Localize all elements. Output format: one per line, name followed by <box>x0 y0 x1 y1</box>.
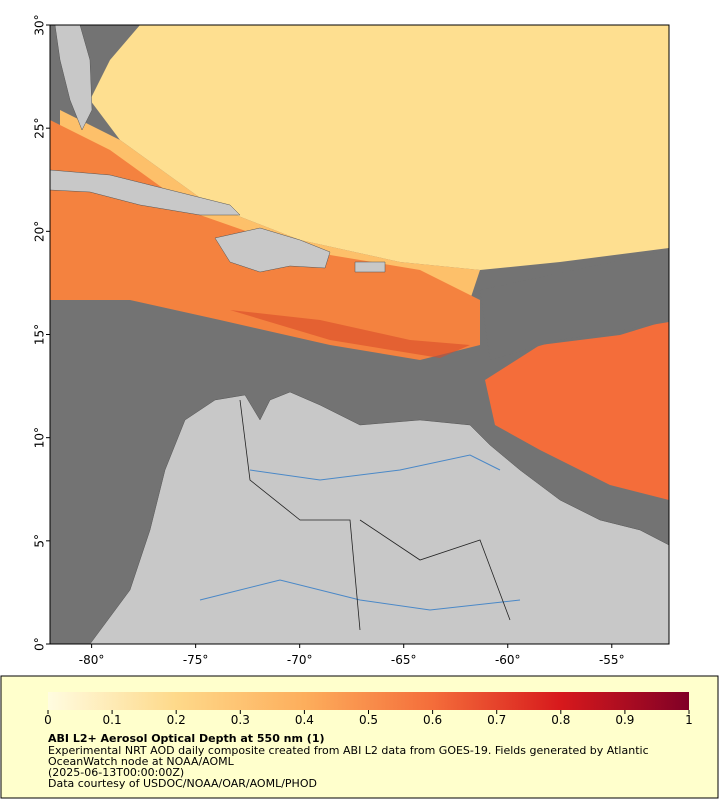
cloud-gap <box>480 250 669 360</box>
y-tick-label: 20° <box>33 221 47 242</box>
puerto-rico <box>354 261 386 273</box>
x-tick-label: -55° <box>599 653 625 667</box>
colorbar-tick-label: 0.9 <box>615 713 634 727</box>
river <box>199 579 521 611</box>
x-tick-label: -70° <box>287 653 313 667</box>
y-tick-label: 5° <box>33 534 47 548</box>
colorbar-tick-label: 0.5 <box>359 713 378 727</box>
colorbar-tick-label: 0.4 <box>295 713 314 727</box>
border <box>359 519 511 621</box>
aerosol-orange-east <box>485 320 669 500</box>
florida <box>54 24 93 131</box>
colorbar <box>48 692 689 710</box>
cuba <box>49 169 241 216</box>
colorbar-tick-label: 0.7 <box>487 713 506 727</box>
y-tick-label: 10° <box>33 427 47 448</box>
colorbar-tick-label: 0 <box>44 713 52 727</box>
caption-line: (2025-06-13T00:00:00Z) <box>48 766 184 779</box>
caption-line: Experimental NRT AOD daily composite cre… <box>48 744 649 757</box>
x-tick-label: -75° <box>183 653 209 667</box>
south-america <box>89 391 670 645</box>
colorbar-tick-label: 0.3 <box>231 713 250 727</box>
hispaniola <box>214 227 331 273</box>
x-tick-label: -65° <box>391 653 417 667</box>
y-tick-label: 30° <box>33 14 47 35</box>
colorbar-tick-label: 0.1 <box>103 713 122 727</box>
caption-line: OceanWatch node at NOAA/AOML <box>48 755 235 768</box>
caption-title: ABI L2+ Aerosol Optical Depth at 550 nm … <box>48 732 325 745</box>
y-tick-label: 0° <box>33 637 47 651</box>
aerosol-light <box>90 25 669 270</box>
colorbar-tick-label: 0.2 <box>167 713 186 727</box>
y-tick-label: 15° <box>33 324 47 345</box>
x-tick-label: -60° <box>495 653 521 667</box>
caption-line: Data courtesy of USDOC/NOAA/OAR/AOML/PHO… <box>48 777 317 790</box>
colorbar-tick-label: 1 <box>685 713 693 727</box>
y-tick-label: 25° <box>33 118 47 139</box>
border <box>239 399 361 631</box>
aerosol-dark <box>230 310 470 358</box>
colorbar-tick-label: 0.6 <box>423 713 442 727</box>
colorbar-tick-label: 0.8 <box>551 713 570 727</box>
river <box>249 454 501 481</box>
x-tick-label: -80° <box>79 653 105 667</box>
map-image <box>49 24 670 645</box>
